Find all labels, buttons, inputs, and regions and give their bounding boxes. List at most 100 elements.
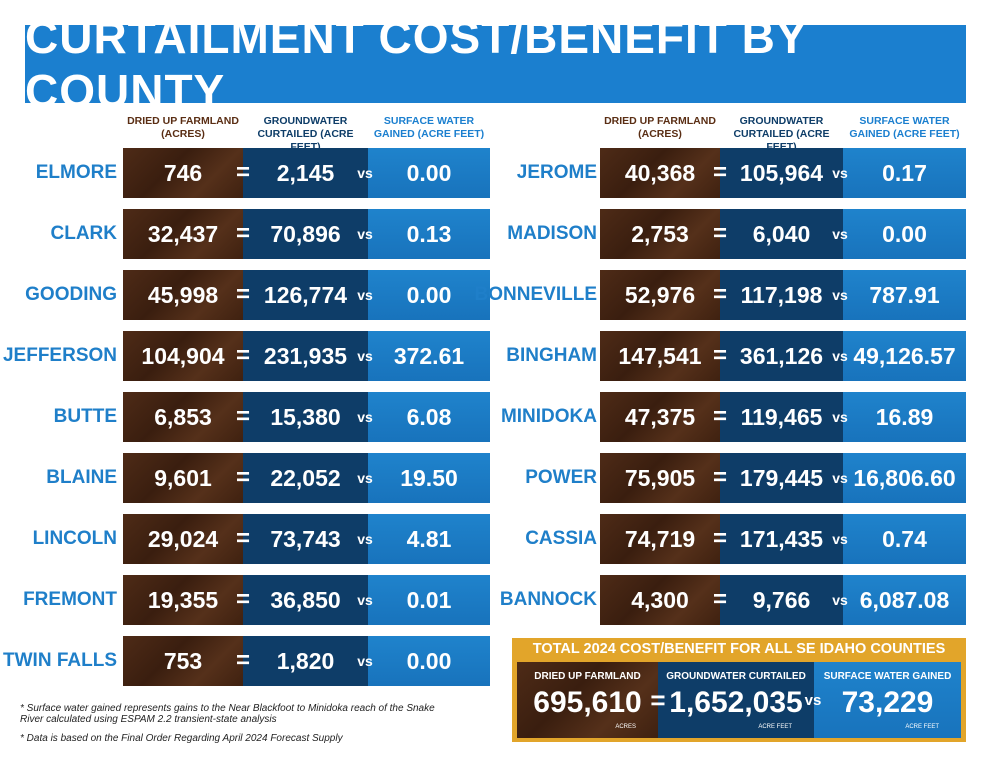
value-cell: 6,040 [720, 209, 843, 259]
value-cell: 45,998 [123, 270, 243, 320]
equals: = [712, 586, 727, 613]
value-cell: 16,806.60 [843, 453, 966, 503]
value-cell: 1,820 [243, 636, 368, 686]
value-cell: 147,541 [600, 331, 720, 381]
value-cell: 0.74 [843, 514, 966, 564]
value-cell: 117,198 [720, 270, 843, 320]
versus: vs [357, 653, 373, 669]
total-unit: ACRE FEET [905, 724, 939, 730]
equals: = [235, 586, 250, 613]
value-cell: 105,964 [720, 148, 843, 198]
value-cell: 0.00 [368, 148, 490, 198]
total-label: GROUNDWATER CURTAILED [666, 671, 806, 682]
value-cell: 49,126.57 [843, 331, 966, 381]
equals: = [712, 342, 727, 369]
value-cell: 0.00 [843, 209, 966, 259]
versus: vs [832, 165, 848, 181]
value-cell: 179,445 [720, 453, 843, 503]
versus: vs [832, 226, 848, 242]
value-cell: 70,896 [243, 209, 368, 259]
county-name: ELMORE [35, 162, 117, 183]
versus: vs [832, 409, 848, 425]
county-name: POWER [525, 467, 597, 488]
total-value: 73,229 [841, 686, 934, 719]
county-name: CASSIA [525, 528, 597, 549]
county-name: BUTTE [53, 406, 117, 427]
versus: vs [832, 531, 848, 547]
total-value: 695,610 [533, 686, 642, 719]
value-cell: 2,753 [600, 209, 720, 259]
value-cell: 9,766 [720, 575, 843, 625]
value-cell: 0.00 [368, 636, 490, 686]
value-cell: 6.08 [368, 392, 490, 442]
versus: vs [357, 409, 373, 425]
footnote: * Surface water gained represents gains … [20, 703, 435, 725]
value-cell: 171,435 [720, 514, 843, 564]
county-name: JEROME [516, 162, 597, 183]
value-cell: 36,850 [243, 575, 368, 625]
value-cell: 0.13 [368, 209, 490, 259]
county-name: CLARK [50, 223, 118, 244]
equals: = [235, 281, 250, 308]
versus: vs [357, 531, 373, 547]
value-cell: 22,052 [243, 453, 368, 503]
value-cell: 753 [123, 636, 243, 686]
county-name: TWIN FALLS [3, 650, 117, 671]
value-cell: 746 [123, 148, 243, 198]
county-name: FREMONT [23, 589, 117, 610]
versus: vs [832, 287, 848, 303]
column-header: DRIED UP FARMLAND (ACRES) [604, 115, 716, 140]
equals: = [235, 220, 250, 247]
value-cell: 119,465 [720, 392, 843, 442]
versus: vs [357, 287, 373, 303]
value-cell: 74,719 [600, 514, 720, 564]
equals: = [712, 281, 727, 308]
versus: vs [832, 592, 848, 608]
column-header: SURFACE WATER GAINED (ACRE FEET) [849, 115, 960, 140]
value-cell: 0.00 [368, 270, 490, 320]
county-name: LINCOLN [32, 528, 117, 549]
equals: = [235, 525, 250, 552]
equals: = [712, 220, 727, 247]
value-cell: 9,601 [123, 453, 243, 503]
value-cell: 0.01 [368, 575, 490, 625]
total-value: 1,652,035 [669, 686, 803, 719]
versus: vs [357, 348, 373, 364]
versus: vs [357, 226, 373, 242]
value-cell: 15,380 [243, 392, 368, 442]
total-unit: ACRES [615, 724, 636, 730]
versus: vs [357, 470, 373, 486]
value-cell: 231,935 [243, 331, 368, 381]
versus: vs [832, 470, 848, 486]
county-name: BLAINE [46, 467, 117, 488]
versus: vs [804, 691, 822, 709]
value-cell: 29,024 [123, 514, 243, 564]
value-cell: 4,300 [600, 575, 720, 625]
total-title: TOTAL 2024 COST/BENEFIT FOR ALL SE IDAHO… [532, 641, 946, 657]
county-name: MADISON [507, 223, 597, 244]
value-cell: 787.91 [843, 270, 966, 320]
equals: = [235, 159, 250, 186]
value-cell: 52,976 [600, 270, 720, 320]
value-cell: 47,375 [600, 392, 720, 442]
equals: = [235, 647, 250, 674]
value-cell: 40,368 [600, 148, 720, 198]
versus: vs [832, 348, 848, 364]
value-cell: 6,087.08 [843, 575, 966, 625]
county-name: JEFFERSON [2, 345, 117, 366]
value-cell: 16.89 [843, 392, 966, 442]
equals: = [712, 464, 727, 491]
total-cell: DRIED UP FARMLAND 695,610 ACRES [517, 662, 658, 738]
total-box: TOTAL 2024 COST/BENEFIT FOR ALL SE IDAHO… [512, 638, 966, 742]
equals: = [650, 684, 666, 715]
total-cell: SURFACE WATER GAINED 73,229 ACRE FEET [814, 662, 961, 738]
total-label: DRIED UP FARMLAND [534, 671, 641, 682]
total-label: SURFACE WATER GAINED [823, 671, 952, 682]
value-cell: 75,905 [600, 453, 720, 503]
value-cell: 0.17 [843, 148, 966, 198]
total-cell: GROUNDWATER CURTAILED 1,652,035 ACRE FEET [658, 662, 814, 738]
equals: = [235, 464, 250, 491]
total-unit: ACRE FEET [758, 724, 792, 730]
county-name: BONNEVILLE [474, 284, 597, 305]
value-cell: 2,145 [243, 148, 368, 198]
